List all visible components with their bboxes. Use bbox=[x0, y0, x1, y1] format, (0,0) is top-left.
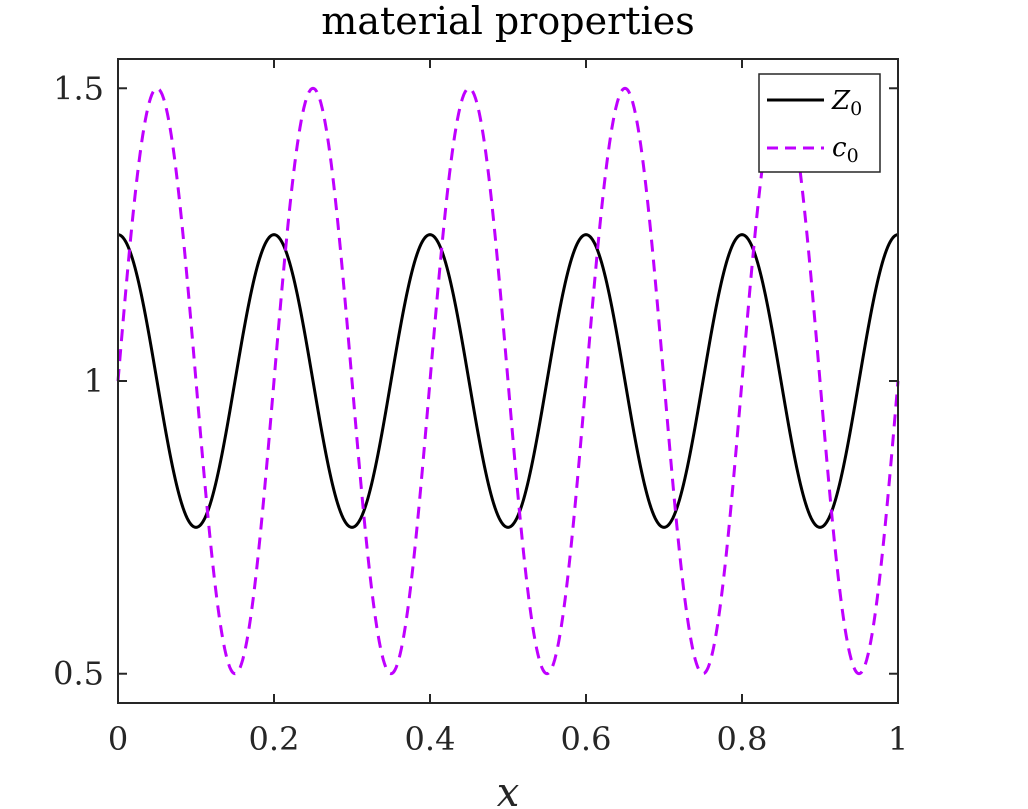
series-z0-line bbox=[117, 233, 899, 529]
y-tick-label: 0.5 bbox=[53, 655, 104, 693]
legend-c0-label: c0 bbox=[832, 133, 859, 167]
plot-area-frame bbox=[117, 58, 899, 704]
x-tick-label: 1 bbox=[888, 720, 908, 758]
legend-c0-subscript: 0 bbox=[847, 145, 859, 167]
chart-title: material properties bbox=[321, 0, 694, 43]
legend: Z0 c0 bbox=[758, 73, 881, 173]
y-tick-label: 1 bbox=[84, 362, 104, 400]
y-tick-label: 1.5 bbox=[53, 69, 104, 107]
legend-box bbox=[758, 73, 881, 173]
x-tick-label: 0 bbox=[108, 720, 128, 758]
x-axis-label: x bbox=[497, 770, 520, 809]
legend-z0-main: Z bbox=[831, 86, 851, 116]
x-tick-label: 0.4 bbox=[405, 720, 456, 758]
series-layer bbox=[116, 86, 900, 676]
x-tick-label: 0.6 bbox=[561, 720, 612, 758]
x-tick-label: 0.2 bbox=[249, 720, 300, 758]
x-tick-label: 0.8 bbox=[717, 720, 768, 758]
legend-c0-main: c bbox=[832, 133, 847, 163]
legend-z0-subscript: 0 bbox=[850, 98, 862, 120]
legend-z0-label: Z0 bbox=[831, 86, 862, 120]
tick-layer: 0 0.2 0.4 0.6 0.8 1 0.5 1 1.5 bbox=[53, 59, 908, 758]
